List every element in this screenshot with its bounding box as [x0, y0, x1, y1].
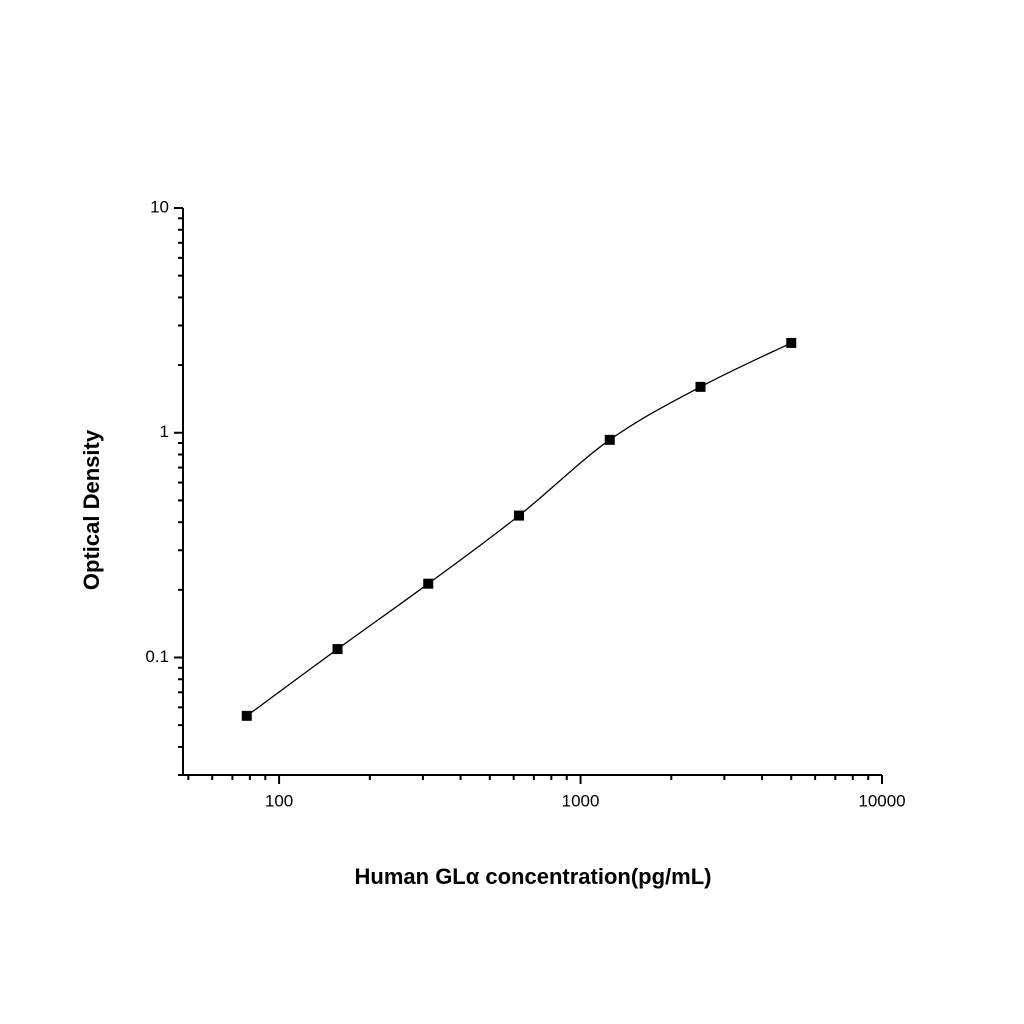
x-axis-title: Human GLα concentration(pg/mL) — [355, 864, 712, 889]
x-tick-label: 1000 — [562, 791, 600, 810]
data-point — [695, 381, 706, 392]
x-tick-label: 100 — [265, 791, 293, 810]
data-point — [332, 644, 343, 655]
y-tick-label: 0.1 — [145, 647, 169, 666]
x-tick-label: 10000 — [858, 791, 905, 810]
y-tick-label: 1 — [160, 422, 169, 441]
data-point — [604, 434, 615, 445]
data-point — [241, 710, 252, 721]
data-point — [786, 337, 797, 348]
data-point — [514, 510, 525, 521]
data-point — [423, 578, 434, 589]
y-tick-label: 10 — [150, 197, 169, 216]
y-axis-title: Optical Density — [79, 429, 104, 590]
